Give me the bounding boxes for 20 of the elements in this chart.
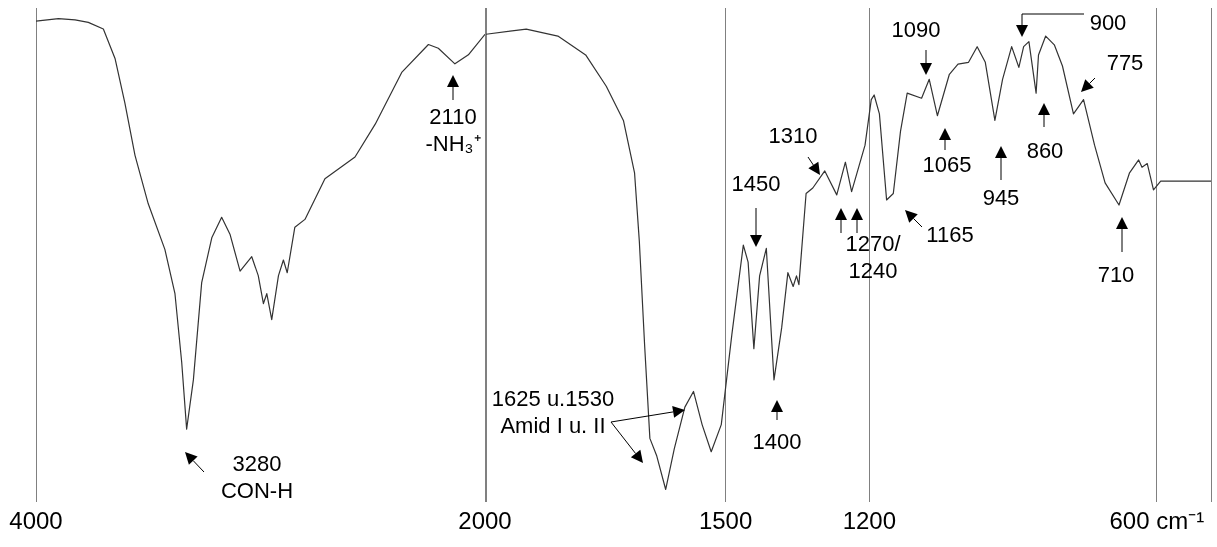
x-tick-label: 1500 (698, 507, 753, 535)
text: 3280 CON-H (220, 451, 294, 504)
annotation: 1400 (752, 429, 802, 455)
annotation: 1165 (926, 222, 974, 248)
annotation: 945 (982, 185, 1020, 211)
x-tick-label: 600 cm⁻¹ (1109, 507, 1205, 535)
annotation: 860 (1026, 138, 1064, 164)
annotation: 775 (1106, 50, 1144, 76)
x-tick-label: 1200 (842, 507, 897, 535)
annotation: 1090 (891, 17, 941, 43)
annotation: 1310 (768, 123, 818, 149)
annotation: 1625 u.1530 Amid I u. II (491, 386, 615, 439)
x-tick-label: 4000 (9, 507, 63, 535)
annotation: 1450 (731, 171, 781, 197)
x-tick-label: 2000 (458, 507, 512, 535)
annotation: 1065 (922, 152, 972, 178)
annotation: 2110 -NH₃⁺ (425, 104, 481, 157)
annotation: 710 (1097, 262, 1135, 288)
annotation: 1270/ 1240 (845, 231, 902, 284)
annotation: 900 (1089, 10, 1127, 36)
